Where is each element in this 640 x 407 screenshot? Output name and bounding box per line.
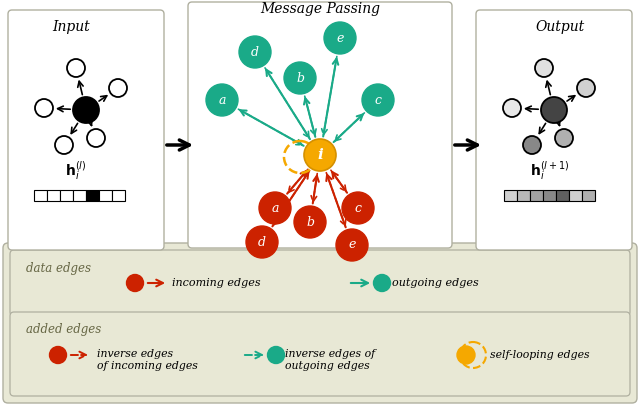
Circle shape (503, 99, 521, 117)
Bar (34, 190, 47, 201)
Circle shape (49, 346, 67, 363)
Text: b: b (306, 215, 314, 228)
Text: added edges: added edges (26, 323, 101, 336)
Circle shape (294, 206, 326, 238)
Circle shape (284, 62, 316, 94)
Circle shape (374, 274, 390, 291)
Text: a: a (218, 94, 226, 107)
Circle shape (457, 346, 475, 364)
Bar (530, 190, 543, 201)
Text: Output: Output (535, 20, 584, 34)
Text: d: d (251, 46, 259, 59)
Circle shape (324, 22, 356, 54)
Text: inverse edges of: inverse edges of (285, 349, 375, 359)
Bar (517, 190, 530, 201)
Circle shape (577, 79, 595, 97)
FancyBboxPatch shape (476, 10, 632, 250)
Text: incoming edges: incoming edges (172, 278, 260, 288)
FancyBboxPatch shape (10, 312, 630, 396)
Text: c: c (374, 94, 381, 107)
Text: $\mathbf{h}_{i}^{(l+1)}$: $\mathbf{h}_{i}^{(l+1)}$ (530, 160, 570, 183)
Circle shape (541, 97, 567, 123)
Circle shape (523, 136, 541, 154)
Bar (112, 190, 125, 201)
Bar (556, 190, 569, 201)
Text: b: b (296, 72, 304, 85)
Text: Input: Input (52, 20, 90, 34)
Text: e: e (336, 31, 344, 44)
Bar (582, 190, 595, 201)
Circle shape (336, 229, 368, 261)
Circle shape (127, 274, 143, 291)
FancyBboxPatch shape (10, 250, 630, 316)
FancyBboxPatch shape (8, 10, 164, 250)
Circle shape (55, 136, 73, 154)
Circle shape (206, 84, 238, 116)
Bar (73, 190, 86, 201)
Bar (47, 190, 60, 201)
Bar (543, 190, 556, 201)
Text: Message Passing: Message Passing (260, 2, 380, 16)
Text: d: d (258, 236, 266, 249)
Bar (60, 190, 73, 201)
Text: c: c (355, 201, 362, 214)
Circle shape (535, 59, 553, 77)
Circle shape (67, 59, 85, 77)
Bar (99, 190, 112, 201)
Bar (86, 190, 99, 201)
Text: outgoing edges: outgoing edges (392, 278, 479, 288)
Text: e: e (348, 239, 356, 252)
Text: data edges: data edges (26, 262, 91, 275)
Circle shape (109, 79, 127, 97)
Text: outgoing edges: outgoing edges (285, 361, 370, 371)
FancyBboxPatch shape (188, 2, 452, 248)
Circle shape (268, 346, 285, 363)
Bar (504, 190, 517, 201)
Text: a: a (271, 201, 279, 214)
Text: self-looping edges: self-looping edges (490, 350, 589, 360)
Circle shape (362, 84, 394, 116)
Circle shape (246, 226, 278, 258)
Circle shape (259, 192, 291, 224)
Circle shape (239, 36, 271, 68)
Text: i: i (317, 148, 323, 162)
FancyBboxPatch shape (3, 243, 637, 403)
Bar (569, 190, 582, 201)
Text: of incoming edges: of incoming edges (97, 361, 198, 371)
Text: inverse edges: inverse edges (97, 349, 173, 359)
Circle shape (73, 97, 99, 123)
Circle shape (555, 129, 573, 147)
Text: $\mathbf{h}_{i}^{(l)}$: $\mathbf{h}_{i}^{(l)}$ (65, 160, 86, 183)
Circle shape (342, 192, 374, 224)
Circle shape (87, 129, 105, 147)
Circle shape (35, 99, 53, 117)
Circle shape (304, 139, 336, 171)
